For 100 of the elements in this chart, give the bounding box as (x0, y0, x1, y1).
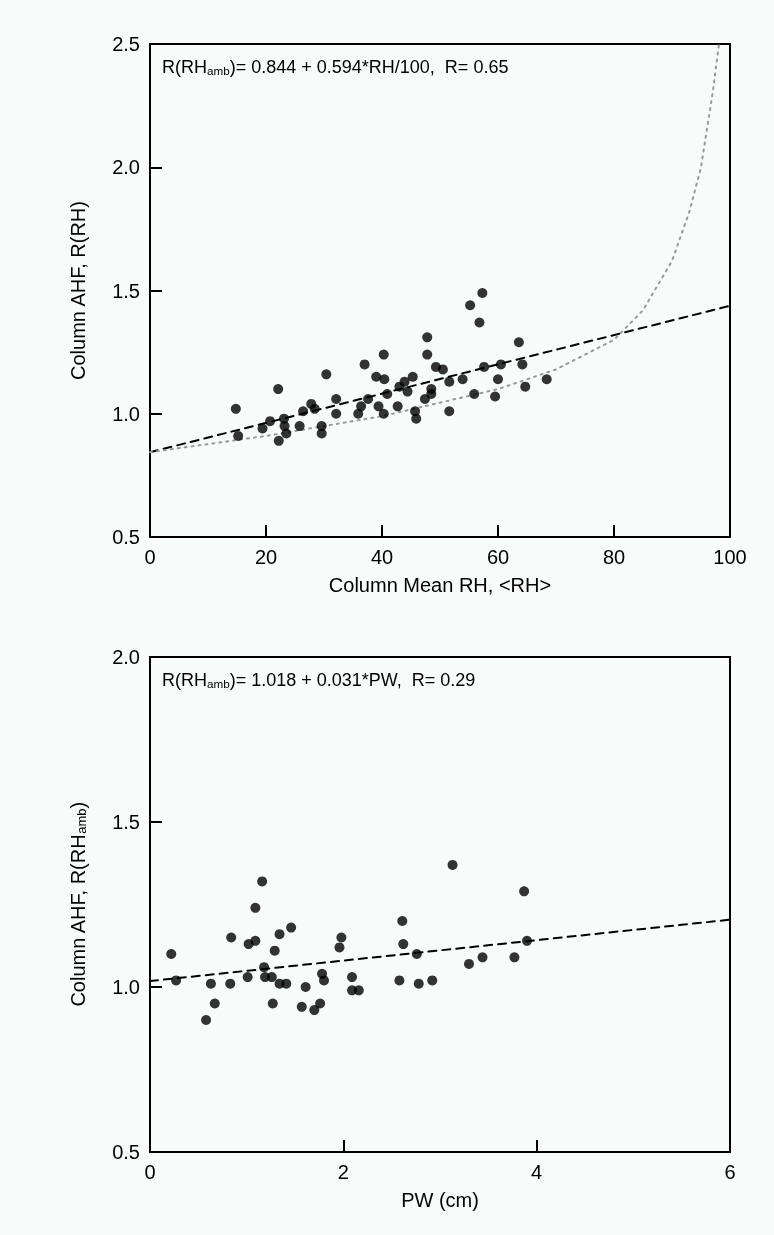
point (300, 982, 311, 992)
y-tick-label: 0.5 (112, 526, 140, 548)
point (257, 876, 268, 887)
point (266, 972, 277, 983)
point (444, 376, 455, 387)
point (398, 939, 409, 950)
point (517, 359, 528, 370)
point (259, 962, 270, 973)
x-tick-label: 20 (254, 546, 278, 568)
point (413, 978, 424, 989)
point (347, 972, 358, 983)
point (353, 985, 364, 996)
point (513, 337, 524, 348)
point (315, 998, 326, 1009)
point (379, 374, 390, 385)
point (242, 972, 253, 983)
y-tick-label: 1.0 (112, 976, 140, 998)
point (419, 393, 430, 404)
point (274, 929, 285, 940)
point (426, 389, 437, 400)
y-axis-title: Column AHF, R(RH) (67, 201, 89, 380)
y-tick-label: 1.5 (112, 811, 140, 833)
point (465, 300, 476, 311)
point (201, 1015, 212, 1025)
point (382, 389, 393, 400)
x-tick-label: 6 (724, 1161, 736, 1183)
point (356, 401, 367, 412)
point (402, 386, 413, 397)
x-tick-label: 60 (486, 546, 510, 568)
point (331, 393, 342, 404)
x-tick-label: 100 (713, 546, 747, 568)
point (225, 978, 236, 989)
point (281, 428, 292, 439)
point (522, 935, 532, 946)
x-tick-label: 0 (144, 546, 156, 568)
point (359, 359, 370, 370)
point (321, 369, 332, 380)
x-axis-title: PW (cm) (401, 1189, 479, 1211)
point (447, 859, 458, 870)
point (422, 349, 433, 360)
point (477, 287, 488, 298)
point (331, 408, 342, 419)
annotation: R(RHamb)= 1.018 + 0.031*PW, R= 0.29 (162, 670, 476, 691)
point (319, 975, 329, 986)
point (422, 332, 433, 343)
point (437, 364, 448, 375)
point (171, 975, 182, 986)
point (509, 952, 520, 963)
point (371, 371, 382, 382)
point (474, 317, 485, 328)
point (265, 416, 276, 427)
point (273, 384, 284, 395)
point (257, 423, 268, 434)
point (273, 435, 284, 446)
point (363, 393, 374, 404)
point (250, 935, 261, 946)
point (298, 406, 309, 417)
point (411, 949, 422, 959)
point (309, 1005, 320, 1016)
point (316, 428, 327, 439)
point (519, 886, 530, 897)
line-series (149, 43, 720, 454)
point (469, 389, 480, 400)
point (334, 942, 345, 953)
x-axis-title: Column Mean RH, <RH> (328, 574, 552, 596)
x-tick-label: 80 (602, 546, 626, 568)
point (490, 391, 501, 402)
x-tick-label: 2 (337, 1161, 349, 1183)
point (399, 376, 410, 387)
y-tick-label: 1.5 (112, 279, 140, 302)
point (541, 374, 552, 385)
point (477, 952, 488, 963)
point (407, 371, 418, 382)
point (410, 406, 421, 417)
point (205, 978, 216, 989)
point (309, 403, 320, 414)
point (397, 916, 408, 926)
point (294, 421, 305, 432)
y-tick-label: 2.5 (112, 33, 140, 55)
x-tick-label: 4 (531, 1161, 543, 1183)
point (464, 958, 474, 969)
point (427, 975, 438, 986)
annotation: R(RHamb)= 0.844 + 0.594*RH/100, R= 0.65 (162, 57, 509, 78)
point (267, 998, 278, 1009)
point (166, 949, 177, 959)
point (209, 998, 220, 1009)
point (226, 932, 237, 943)
y-tick-label: 0.5 (112, 1141, 140, 1163)
y-tick-label: 2.0 (112, 156, 140, 179)
point (392, 401, 403, 412)
point (269, 945, 280, 956)
point (353, 408, 364, 419)
x-tick-label: 40 (370, 546, 394, 568)
point (394, 975, 405, 986)
point (520, 381, 531, 392)
y-axis-title: Column AHF, R(RHamb) (66, 801, 89, 1007)
point (281, 978, 292, 989)
y-tick-label: 2.0 (112, 646, 140, 668)
point (373, 401, 384, 412)
x-tick-label: 0 (144, 1161, 156, 1183)
